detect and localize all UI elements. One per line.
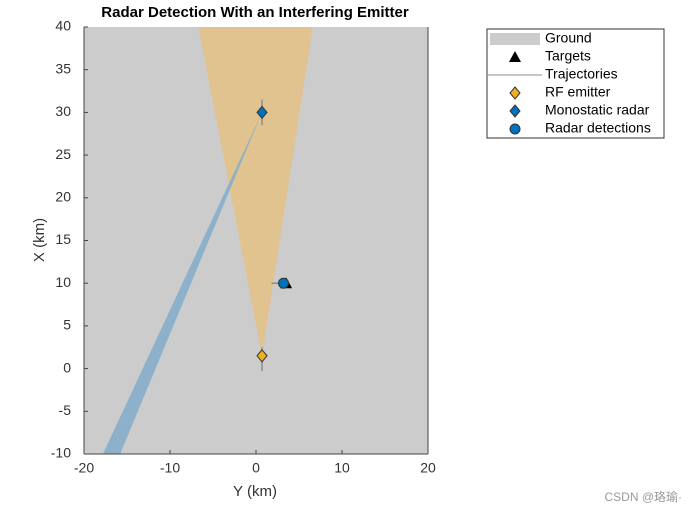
y-tick-label: -10 (51, 445, 71, 461)
data-point (256, 105, 268, 120)
y-axis-label: X (km) (31, 218, 48, 262)
y-tick-label: 25 (55, 146, 71, 162)
legend-symbol (509, 86, 521, 100)
y-tick-label: 5 (63, 317, 71, 333)
x-tick-label: 20 (420, 460, 436, 476)
legend-label: Monostatic radar (545, 102, 650, 118)
y-tick-label: 0 (63, 359, 71, 375)
x-tick-label: -20 (74, 460, 94, 476)
x-tick-label: 10 (334, 460, 350, 476)
y-tick-label: 10 (55, 274, 71, 290)
beam (198, 27, 313, 356)
x-tick-label: 0 (252, 460, 260, 476)
y-tick-label: 30 (55, 103, 71, 119)
beam (102, 112, 263, 455)
x-axis-label: Y (km) (233, 483, 277, 500)
y-tick-label: 35 (55, 60, 71, 76)
data-point (278, 277, 290, 289)
legend-label: Targets (545, 48, 591, 64)
legend-symbol (509, 51, 521, 62)
legend-symbol (509, 123, 521, 135)
legend-box (486, 28, 665, 139)
data-point (256, 349, 268, 363)
legend-symbol (509, 104, 521, 118)
y-tick-label: -5 (59, 402, 72, 418)
y-tick-label: 40 (55, 18, 71, 34)
x-tick-label: -10 (160, 460, 180, 476)
chart-title: Radar Detection With an Interfering Emit… (101, 4, 409, 21)
legend-label: RF emitter (545, 84, 611, 100)
y-tick-label: 20 (55, 189, 71, 205)
y-tick-label: 15 (55, 231, 71, 247)
watermark: CSDN @珞瑜· (604, 489, 682, 504)
legend-symbol (490, 33, 540, 45)
legend-label: Ground (545, 30, 592, 46)
legend-label: Radar detections (545, 120, 651, 136)
legend-label: Trajectories (545, 66, 618, 82)
